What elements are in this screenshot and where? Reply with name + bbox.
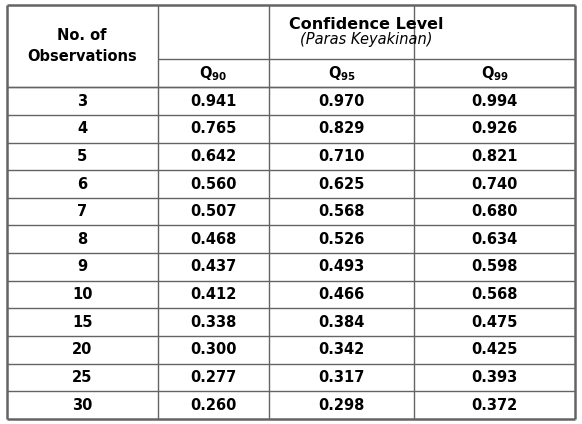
Text: 0.342: 0.342 xyxy=(319,342,365,357)
Text: 0.926: 0.926 xyxy=(471,121,518,136)
Text: 30: 30 xyxy=(72,398,93,413)
Text: 0.625: 0.625 xyxy=(319,176,365,192)
Text: 0.425: 0.425 xyxy=(471,342,518,357)
Text: 0.941: 0.941 xyxy=(190,94,237,109)
Text: 0.300: 0.300 xyxy=(190,342,237,357)
Text: 0.277: 0.277 xyxy=(190,370,237,385)
Text: 0.475: 0.475 xyxy=(471,315,518,330)
Text: 0.994: 0.994 xyxy=(471,94,518,109)
Text: 0.560: 0.560 xyxy=(190,176,237,192)
Text: 0.568: 0.568 xyxy=(318,204,365,219)
Text: Q$_{\mathbf{90}}$: Q$_{\mathbf{90}}$ xyxy=(199,64,228,83)
Text: 9: 9 xyxy=(77,259,87,274)
Text: 0.821: 0.821 xyxy=(471,149,518,164)
Text: 0.317: 0.317 xyxy=(319,370,365,385)
Text: 0.393: 0.393 xyxy=(471,370,518,385)
Text: 15: 15 xyxy=(72,315,93,330)
Text: 0.598: 0.598 xyxy=(471,259,518,274)
Text: (Paras Keyakinan): (Paras Keyakinan) xyxy=(300,32,432,47)
Text: 0.740: 0.740 xyxy=(471,176,518,192)
Text: 0.829: 0.829 xyxy=(319,121,365,136)
Text: 0.466: 0.466 xyxy=(319,287,365,302)
Text: 10: 10 xyxy=(72,287,93,302)
Text: Q$_{\mathbf{95}}$: Q$_{\mathbf{95}}$ xyxy=(328,64,356,83)
Text: 4: 4 xyxy=(77,121,87,136)
Text: 0.710: 0.710 xyxy=(318,149,365,164)
Text: 0.526: 0.526 xyxy=(319,232,365,247)
Text: 20: 20 xyxy=(72,342,93,357)
Text: 5: 5 xyxy=(77,149,87,164)
Text: 8: 8 xyxy=(77,232,87,247)
Text: 0.634: 0.634 xyxy=(471,232,518,247)
Text: 0.372: 0.372 xyxy=(471,398,518,413)
Text: 6: 6 xyxy=(77,176,87,192)
Text: Confidence Level: Confidence Level xyxy=(289,17,443,32)
Text: 0.260: 0.260 xyxy=(190,398,237,413)
Text: 7: 7 xyxy=(77,204,87,219)
Text: 0.568: 0.568 xyxy=(471,287,518,302)
Text: 0.765: 0.765 xyxy=(190,121,237,136)
Text: 0.493: 0.493 xyxy=(319,259,365,274)
Text: 0.437: 0.437 xyxy=(190,259,237,274)
Text: 0.298: 0.298 xyxy=(319,398,365,413)
Text: No. of
Observations: No. of Observations xyxy=(27,28,137,64)
Text: 0.412: 0.412 xyxy=(190,287,237,302)
Text: 25: 25 xyxy=(72,370,93,385)
Text: 0.642: 0.642 xyxy=(190,149,237,164)
Text: Q$_{\mathbf{99}}$: Q$_{\mathbf{99}}$ xyxy=(481,64,509,83)
Text: 0.468: 0.468 xyxy=(190,232,237,247)
Text: 0.384: 0.384 xyxy=(319,315,365,330)
Text: 0.507: 0.507 xyxy=(190,204,237,219)
Text: 3: 3 xyxy=(77,94,87,109)
Text: 0.338: 0.338 xyxy=(190,315,237,330)
Text: 0.970: 0.970 xyxy=(319,94,365,109)
Text: 0.680: 0.680 xyxy=(471,204,518,219)
